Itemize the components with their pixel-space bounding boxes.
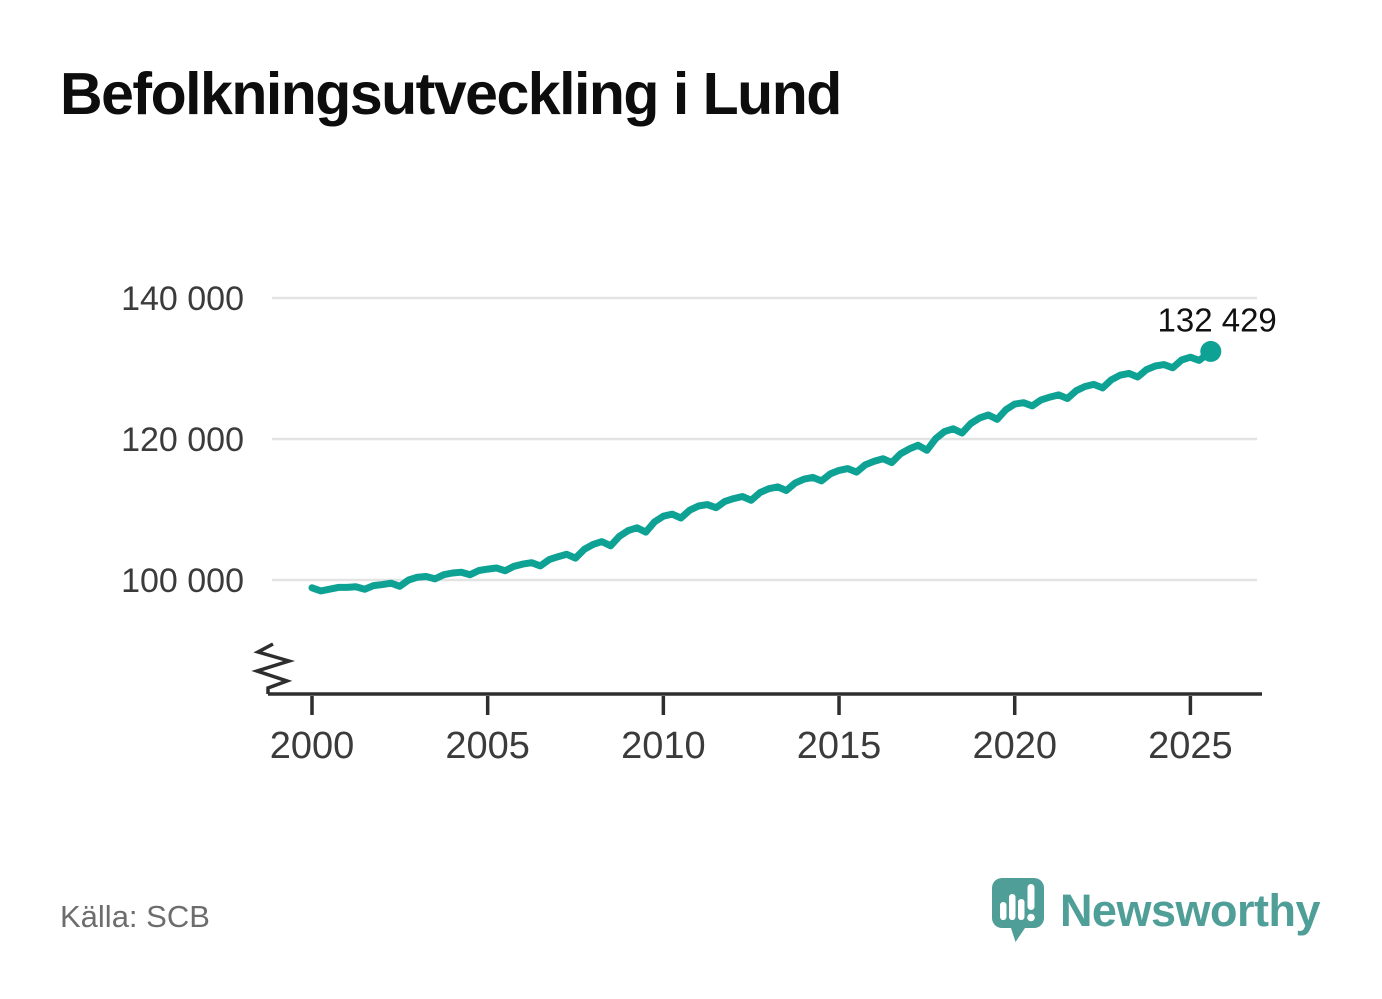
x-tick-label-2015: 2015 bbox=[797, 725, 882, 767]
y-tick-label-120000: 120 000 bbox=[121, 421, 244, 459]
source-note: Källa: SCB bbox=[60, 899, 210, 934]
x-axis-tick-labels: 2000 2005 2010 2015 2020 2025 bbox=[270, 725, 1233, 767]
newsworthy-logo-icon bbox=[991, 878, 1044, 942]
y-axis-break-zigzag-icon bbox=[251, 642, 296, 694]
gridlines bbox=[272, 296, 1257, 582]
population-series-line bbox=[308, 347, 1215, 595]
latest-value-dot bbox=[1200, 340, 1222, 362]
newsworthy-brand: Newsworthy bbox=[991, 878, 1321, 944]
chart-title: Befolkningsutveckling i Lund bbox=[60, 61, 842, 127]
x-tick-label-2005: 2005 bbox=[445, 725, 530, 767]
y-tick-label-140000: 140 000 bbox=[121, 280, 244, 318]
bar-chart-and-exclamation-glyph bbox=[999, 884, 1035, 922]
x-tick-label-2025: 2025 bbox=[1148, 725, 1233, 767]
brand-name: Newsworthy bbox=[1059, 885, 1321, 936]
x-tick-label-2000: 2000 bbox=[270, 725, 355, 767]
latest-value-annotation: 132 429 bbox=[1158, 301, 1277, 338]
y-axis-tick-labels: 100 000 120 000 140 000 bbox=[121, 280, 244, 600]
x-axis-tick-marks bbox=[310, 696, 1193, 715]
x-tick-label-2020: 2020 bbox=[972, 725, 1057, 767]
x-tick-label-2010: 2010 bbox=[621, 725, 706, 767]
y-tick-label-100000: 100 000 bbox=[121, 562, 244, 600]
